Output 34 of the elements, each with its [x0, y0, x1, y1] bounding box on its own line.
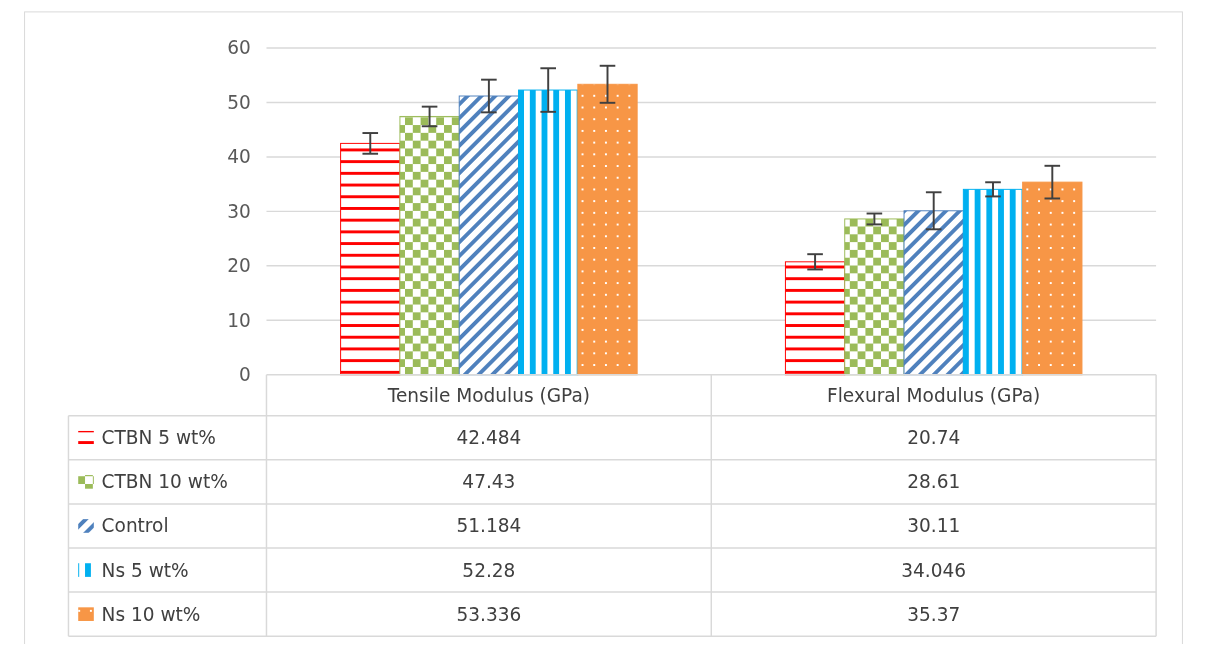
data-label: 51.184	[456, 515, 522, 537]
legend-label: Ns 10 wt%	[101, 603, 201, 625]
bar	[518, 89, 579, 376]
data-label: 30.11	[907, 515, 961, 537]
bar	[903, 210, 964, 376]
data-label: 34.046	[901, 559, 967, 581]
data-label: 35.37	[907, 603, 961, 625]
y-tick-label: 30	[227, 200, 251, 222]
legend-label: CTBN 10 wt%	[101, 471, 228, 493]
legend-label: Control	[101, 515, 169, 537]
bar	[577, 83, 638, 376]
legend-label: CTBN 5 wt%	[101, 427, 216, 449]
data-label: 20.74	[907, 427, 961, 449]
y-tick-label: 50	[227, 91, 251, 113]
bar	[399, 115, 460, 376]
y-tick-label: 20	[227, 255, 251, 277]
x-tick-label: Flexural Modulus (GPa)	[827, 384, 1041, 406]
bar	[784, 261, 846, 376]
y-tick-label: 60	[227, 37, 251, 59]
y-tick-label: 0	[239, 364, 251, 386]
data-label: 52.28	[462, 559, 516, 581]
y-tick-label: 10	[227, 309, 251, 331]
legend-label: Ns 5 wt%	[101, 559, 189, 581]
bar	[1022, 181, 1083, 376]
data-label: 53.336	[456, 603, 522, 625]
data-label: 28.61	[907, 471, 961, 493]
data-label: 47.43	[462, 471, 516, 493]
x-tick-label: Tensile Modulus (GPa)	[386, 384, 590, 406]
bar	[340, 142, 401, 376]
bar	[458, 95, 520, 376]
bar	[962, 188, 1024, 376]
y-tick-label: 40	[227, 146, 251, 168]
data-label: 42.484	[456, 427, 522, 449]
bar	[844, 218, 905, 376]
